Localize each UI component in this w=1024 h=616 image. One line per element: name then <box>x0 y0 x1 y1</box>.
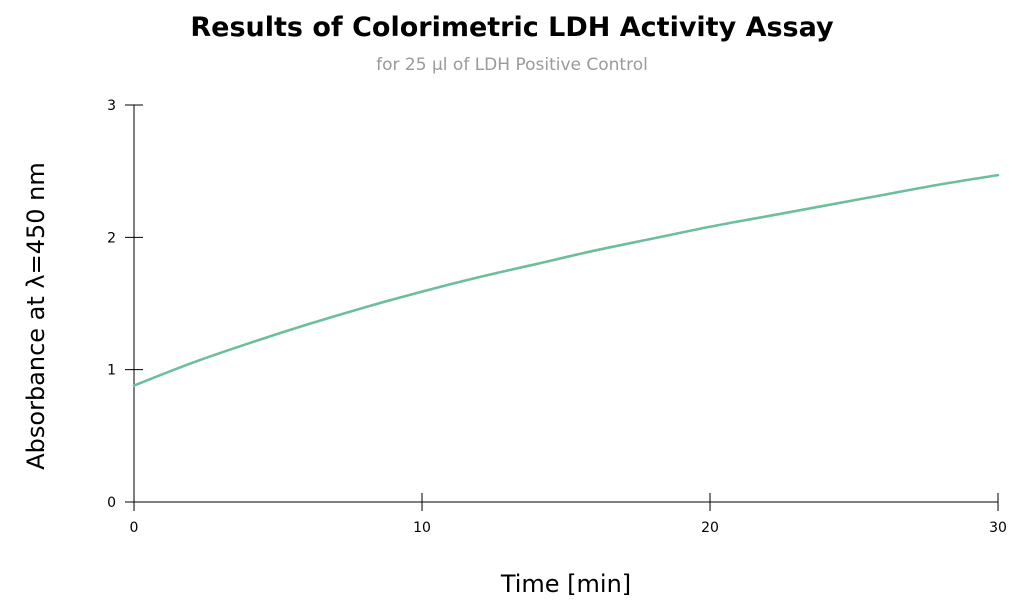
chart-subtitle: for 25 µl of LDH Positive Control <box>376 55 648 75</box>
chart-title: Results of Colorimetric LDH Activity Ass… <box>190 12 834 43</box>
y-axis-title: Absorbance at λ=450 nm <box>22 162 50 470</box>
y-tick-label: 0 <box>107 495 116 511</box>
x-axis-title: Time [min] <box>500 570 631 598</box>
x-tick-label: 0 <box>130 520 139 536</box>
y-tick-label: 2 <box>107 230 116 246</box>
x-tick-label: 10 <box>413 520 431 536</box>
y-tick-label: 3 <box>107 98 116 114</box>
x-tick-label: 30 <box>989 520 1007 536</box>
x-tick-label: 20 <box>701 520 719 536</box>
y-tick-label: 1 <box>107 363 116 379</box>
series-line <box>132 173 1000 387</box>
series-layer <box>132 173 1000 387</box>
